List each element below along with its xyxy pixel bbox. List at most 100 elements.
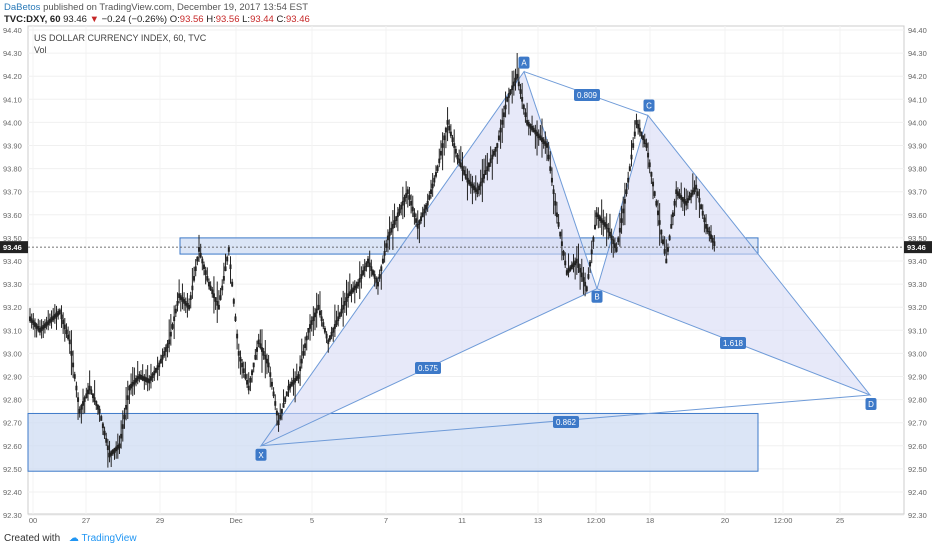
price-body <box>564 260 567 266</box>
price-body <box>91 393 94 399</box>
price-body <box>378 274 381 279</box>
author-link[interactable]: DaBetos <box>4 2 41 13</box>
price-body <box>216 301 219 306</box>
price-body <box>557 222 560 227</box>
point-label-a: A <box>518 56 530 69</box>
price-body <box>130 383 133 389</box>
high-value: 93.56 <box>215 14 240 25</box>
price-body <box>136 376 139 381</box>
price-body <box>103 430 106 436</box>
price-body <box>549 166 552 171</box>
price-body <box>433 177 436 183</box>
x-axis[interactable]: 00 27 29 Dec 5 7 11 13 12:00 18 20 12:00 25 <box>29 516 844 525</box>
price-body <box>529 123 532 129</box>
price-body <box>98 408 101 414</box>
price-body <box>489 158 492 164</box>
ratio-label-bg <box>553 416 579 428</box>
point-label-x-text: X <box>258 451 264 460</box>
price-body <box>429 189 432 195</box>
price-body <box>37 326 40 331</box>
price-body <box>381 258 384 264</box>
price-body <box>120 433 123 439</box>
price-body <box>652 181 655 187</box>
price-body <box>135 378 138 383</box>
point-label-c-text: C <box>646 101 652 110</box>
x-tick-label: 29 <box>156 516 164 525</box>
price-body <box>365 262 368 268</box>
x-tick-label: 13 <box>534 516 542 525</box>
y-axis-left: 94.40 94.30 94.20 94.10 94.00 93.90 93.80 93.70… <box>0 26 28 520</box>
price-body <box>592 237 595 242</box>
y-tick-label: 94.20 <box>908 72 927 81</box>
price-body <box>217 304 220 310</box>
price-body <box>449 131 452 137</box>
point-label-c: C <box>643 99 655 112</box>
down-arrow-icon: ▼ <box>89 14 99 25</box>
price-body <box>184 301 187 306</box>
price-body <box>88 385 91 391</box>
price-body <box>504 104 507 110</box>
price-body <box>537 133 540 139</box>
ratio-label: 0.809 <box>574 89 600 101</box>
price-body <box>502 112 505 118</box>
price-body <box>492 150 495 156</box>
ratio-label-text: 0.575 <box>418 364 439 373</box>
close-label: C: <box>276 14 286 25</box>
zone-support[interactable] <box>27 412 759 472</box>
price-body <box>637 123 640 129</box>
point-label-x: X <box>255 448 267 461</box>
price-body <box>675 189 678 195</box>
tradingview-brand[interactable]: TradingView <box>81 533 137 544</box>
price-body <box>337 316 340 322</box>
point-label-x-bg <box>255 448 267 461</box>
price-body <box>479 181 482 187</box>
price-body <box>476 189 479 195</box>
price-body <box>569 266 572 272</box>
price-body <box>383 250 386 256</box>
price-body <box>178 293 181 298</box>
price-body <box>108 452 111 458</box>
price-body <box>405 193 408 198</box>
price-body <box>45 321 48 327</box>
y-axis-right[interactable]: 94.40 94.30 94.20 94.10 94.00 93.90 93.80 93.70… <box>904 26 932 520</box>
y-tick-label: 93.10 <box>3 326 22 335</box>
price-body <box>100 416 103 421</box>
price-body <box>294 378 297 383</box>
price-body <box>456 154 459 160</box>
price-body <box>242 368 245 374</box>
price-change: −0.24 (−0.26%) <box>101 14 168 25</box>
price-body <box>322 322 325 327</box>
price-body <box>257 339 260 345</box>
point-label-b-bg <box>591 290 603 303</box>
price-body <box>239 356 242 362</box>
y-tick-label: 94.00 <box>3 118 22 127</box>
pattern-labels: X A B C D 0.809 0.575 1.618 0.862 <box>255 56 877 461</box>
price-body <box>67 334 70 340</box>
price-body <box>323 327 326 333</box>
price-body <box>481 177 484 183</box>
price-body <box>545 143 548 148</box>
price-body <box>231 281 234 287</box>
price-body <box>393 220 396 225</box>
price-body <box>589 261 592 267</box>
price-body <box>620 218 623 223</box>
y-tick-label: 93.70 <box>908 188 927 197</box>
price-body <box>613 243 616 248</box>
price-body <box>638 127 641 133</box>
tradingview-logo-icon: ☁ <box>68 533 79 544</box>
price-body <box>29 316 31 322</box>
current-price-tag <box>904 241 932 254</box>
y-tick-label: 92.80 <box>908 396 927 405</box>
point-label-c-bg <box>643 99 655 112</box>
y-tick-label: 92.50 <box>3 465 22 474</box>
price-body <box>318 310 321 316</box>
price-body <box>415 218 418 223</box>
price-body <box>251 370 254 375</box>
price-body <box>58 309 61 315</box>
price-body <box>153 370 156 376</box>
y-tick-label: 92.60 <box>908 442 927 451</box>
price-body <box>345 297 348 302</box>
y-tick-label: 93.50 <box>908 234 927 243</box>
price-body <box>126 395 129 400</box>
